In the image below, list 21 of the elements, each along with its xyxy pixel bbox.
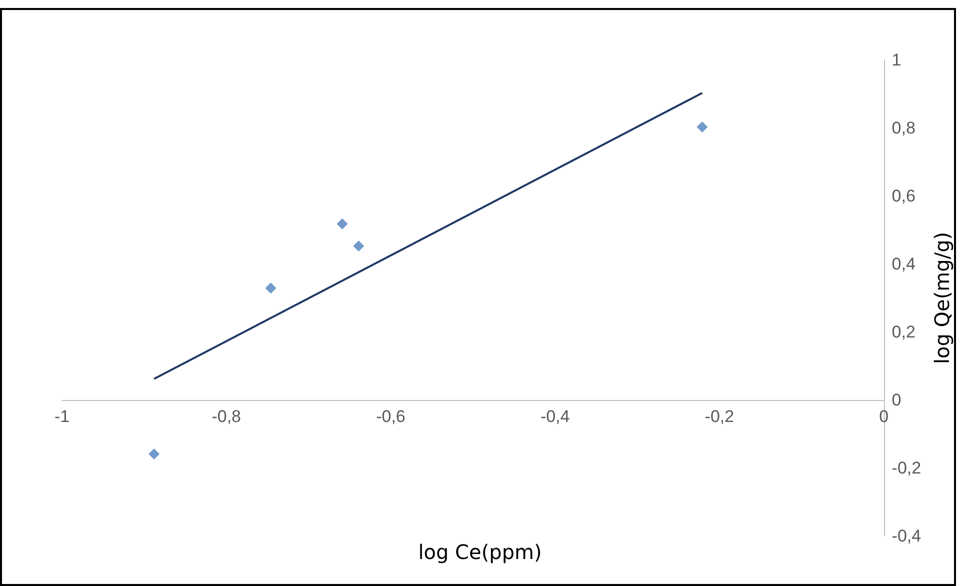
y-tick-label: 0,2 <box>892 322 916 342</box>
x-tick-label: -0,4 <box>540 407 570 426</box>
y-tick-label: 0,6 <box>892 186 916 206</box>
y-axis-title: log Qe(mg/g) <box>930 232 954 364</box>
x-tick-label: -1 <box>54 407 70 426</box>
point <box>696 121 708 132</box>
x-tick-label: -0,8 <box>212 407 242 426</box>
y-tick-label: 0,8 <box>892 118 916 138</box>
x-tick-label: 0 <box>879 407 889 426</box>
y-tick-label: 0 <box>892 390 902 410</box>
y-tick-label: 1 <box>892 50 902 70</box>
point <box>336 218 348 230</box>
point <box>353 240 364 252</box>
x-tick-label: -0,2 <box>704 407 734 426</box>
y-tick-label: -0,2 <box>892 458 922 478</box>
x-tick-label: -0,6 <box>376 407 406 426</box>
y-tick-label: 0,4 <box>892 254 916 274</box>
point <box>148 448 160 460</box>
y-tick-label: -0,4 <box>892 526 922 546</box>
point <box>265 282 276 294</box>
x-axis-title: log Ce(ppm) <box>418 540 542 564</box>
